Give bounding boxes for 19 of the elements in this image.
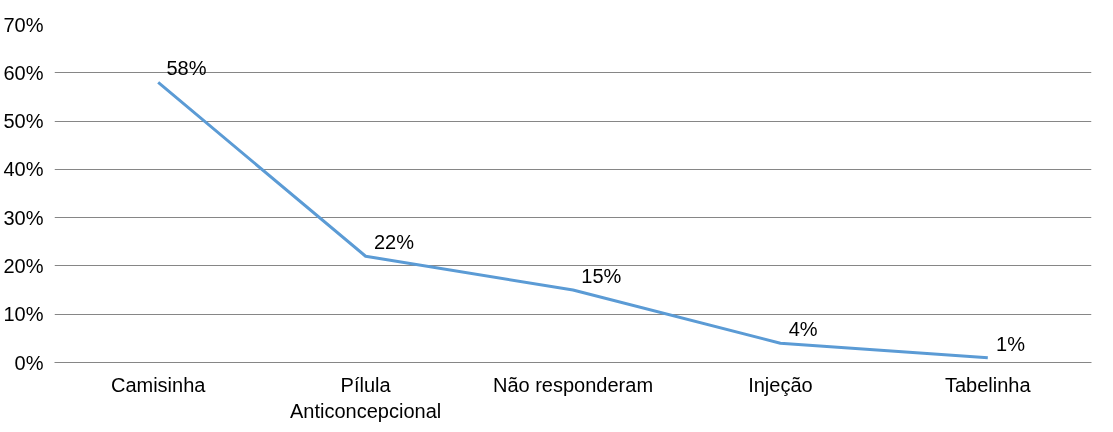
- y-tick-label: 40%: [3, 158, 44, 181]
- data-label: 22%: [373, 231, 415, 254]
- x-tick-label: Injeção: [748, 373, 813, 396]
- y-tick-label: 10%: [3, 303, 44, 326]
- y-tick-label: 60%: [3, 61, 44, 84]
- data-label: 1%: [996, 332, 1026, 355]
- line-series: [156, 80, 990, 360]
- data-label: 58%: [166, 57, 207, 80]
- y-tick-label: 0%: [14, 351, 44, 374]
- y-tick-label: 20%: [3, 254, 44, 277]
- x-tick-label: Camisinha: [110, 373, 207, 396]
- x-tick-label: Não responderam: [492, 373, 654, 396]
- x-tick-label: Tabelinha: [944, 373, 1032, 396]
- y-tick-label: 30%: [3, 206, 44, 229]
- data-label: 15%: [581, 265, 622, 288]
- y-tick-label: 70%: [3, 13, 44, 36]
- x-tick-label: Pílula Anticoncepcional: [289, 373, 442, 422]
- y-tick-label: 50%: [3, 110, 44, 133]
- data-label: 4%: [788, 318, 818, 341]
